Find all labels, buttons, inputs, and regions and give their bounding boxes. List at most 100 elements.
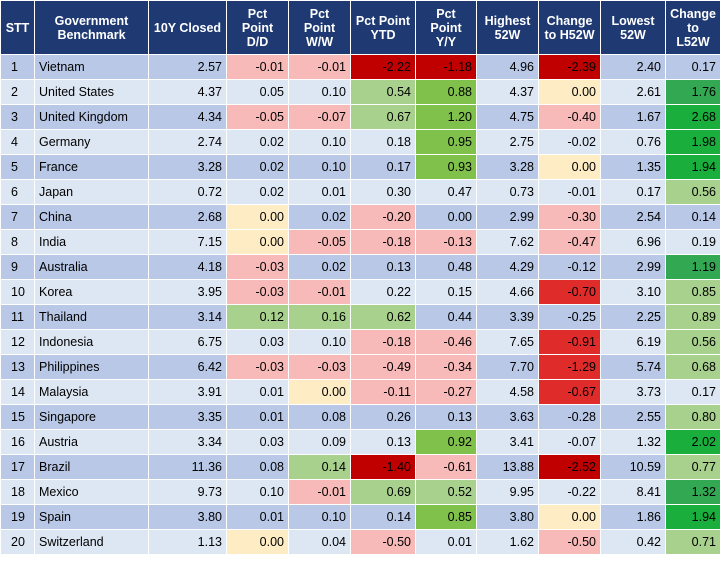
cell-name: Thailand [34, 304, 149, 330]
cell-h52: 7.65 [476, 329, 539, 355]
cell-name: Austria [34, 429, 149, 455]
cell-closed: 2.74 [148, 129, 227, 155]
table-row: 6 Japan 0.72 0.02 0.01 0.30 0.47 0.73 -0.01 0.17 0… [0, 179, 720, 205]
cell-h52: 4.58 [476, 379, 539, 405]
cell-ch52: -0.28 [538, 404, 601, 430]
cell-stt: 15 [0, 404, 35, 430]
cell-dd: 0.01 [226, 379, 289, 405]
cell-ch52: -0.30 [538, 204, 601, 230]
cell-stt: 1 [0, 54, 35, 80]
cell-h52: 7.62 [476, 229, 539, 255]
cell-closed: 3.28 [148, 154, 227, 180]
cell-stt: 10 [0, 279, 35, 305]
cell-l52: 5.74 [600, 354, 666, 380]
cell-ytd: 0.30 [350, 179, 416, 205]
header-cl52: Change to L52W [665, 0, 720, 55]
cell-l52: 3.10 [600, 279, 666, 305]
cell-cl52: 1.94 [665, 154, 720, 180]
cell-cl52: 1.76 [665, 79, 720, 105]
cell-h52: 4.29 [476, 254, 539, 280]
cell-ww: 0.08 [288, 404, 351, 430]
cell-ytd: 0.13 [350, 254, 416, 280]
cell-dd: 0.08 [226, 454, 289, 480]
cell-ch52: -2.39 [538, 54, 601, 80]
cell-l52: 0.17 [600, 179, 666, 205]
table-row: 3 United Kingdom 4.34 -0.05 -0.07 0.67 1.20 4.7… [0, 104, 720, 130]
cell-stt: 2 [0, 79, 35, 105]
cell-dd: 0.00 [226, 204, 289, 230]
cell-closed: 0.72 [148, 179, 227, 205]
cell-closed: 3.91 [148, 379, 227, 405]
cell-ww: 0.16 [288, 304, 351, 330]
cell-ww: 0.02 [288, 254, 351, 280]
cell-yy: 0.85 [415, 504, 477, 530]
cell-yy: -0.27 [415, 379, 477, 405]
cell-yy: -0.46 [415, 329, 477, 355]
cell-ww: -0.01 [288, 54, 351, 80]
cell-dd: -0.01 [226, 54, 289, 80]
cell-ww: 0.00 [288, 379, 351, 405]
cell-closed: 9.73 [148, 479, 227, 505]
cell-h52: 13.88 [476, 454, 539, 480]
cell-name: India [34, 229, 149, 255]
cell-ch52: -1.29 [538, 354, 601, 380]
cell-l52: 6.19 [600, 329, 666, 355]
cell-stt: 3 [0, 104, 35, 130]
cell-yy: 0.95 [415, 129, 477, 155]
cell-dd: 0.12 [226, 304, 289, 330]
cell-ytd: -0.20 [350, 204, 416, 230]
cell-l52: 1.35 [600, 154, 666, 180]
cell-name: United States [34, 79, 149, 105]
cell-stt: 14 [0, 379, 35, 405]
cell-name: Brazil [34, 454, 149, 480]
cell-cl52: 0.56 [665, 329, 720, 355]
cell-dd: -0.03 [226, 254, 289, 280]
cell-h52: 2.75 [476, 129, 539, 155]
cell-name: Mexico [34, 479, 149, 505]
cell-ch52: 0.00 [538, 79, 601, 105]
header-ytd: Pct Point YTD [350, 0, 416, 55]
cell-l52: 2.25 [600, 304, 666, 330]
cell-dd: 0.02 [226, 154, 289, 180]
cell-h52: 7.70 [476, 354, 539, 380]
cell-stt: 13 [0, 354, 35, 380]
table-row: 16 Austria 3.34 0.03 0.09 0.13 0.92 3.41 -0.07 1.… [0, 429, 720, 455]
cell-cl52: 0.68 [665, 354, 720, 380]
cell-h52: 2.99 [476, 204, 539, 230]
cell-ch52: 0.00 [538, 154, 601, 180]
header-closed: 10Y Closed [148, 0, 227, 55]
cell-closed: 6.42 [148, 354, 227, 380]
cell-closed: 3.80 [148, 504, 227, 530]
table-row: 2 United States 4.37 0.05 0.10 0.54 0.88 4.37 0.… [0, 79, 720, 105]
cell-l52: 2.55 [600, 404, 666, 430]
cell-cl52: 0.19 [665, 229, 720, 255]
table-row: 19 Spain 3.80 0.01 0.10 0.14 0.85 3.80 0.00 1.86 1… [0, 504, 720, 530]
header-dd: Pct Point D/D [226, 0, 289, 55]
cell-stt: 17 [0, 454, 35, 480]
table-row: 18 Mexico 9.73 0.10 -0.01 0.69 0.52 9.95 -0.22 8.… [0, 479, 720, 505]
table-row: 4 Germany 2.74 0.02 0.10 0.18 0.95 2.75 -0.02 0.7… [0, 129, 720, 155]
cell-ch52: -2.52 [538, 454, 601, 480]
cell-closed: 2.68 [148, 204, 227, 230]
cell-yy: 0.44 [415, 304, 477, 330]
cell-ytd: 0.62 [350, 304, 416, 330]
cell-stt: 5 [0, 154, 35, 180]
cell-l52: 6.96 [600, 229, 666, 255]
header-ch52: Change to H52W [538, 0, 601, 55]
cell-ww: 0.14 [288, 454, 351, 480]
cell-ww: 0.01 [288, 179, 351, 205]
header-row: STT Government Benchmark 10Y Closed Pct … [0, 0, 720, 55]
cell-ch52: -0.02 [538, 129, 601, 155]
cell-ww: 0.02 [288, 204, 351, 230]
cell-ytd: 0.54 [350, 79, 416, 105]
cell-ww: -0.01 [288, 279, 351, 305]
table-row: 10 Korea 3.95 -0.03 -0.01 0.22 0.15 4.66 -0.70 3.… [0, 279, 720, 305]
cell-l52: 1.32 [600, 429, 666, 455]
cell-name: China [34, 204, 149, 230]
cell-l52: 0.76 [600, 129, 666, 155]
cell-ww: -0.01 [288, 479, 351, 505]
cell-h52: 4.96 [476, 54, 539, 80]
cell-ww: 0.10 [288, 79, 351, 105]
cell-l52: 8.41 [600, 479, 666, 505]
cell-l52: 3.73 [600, 379, 666, 405]
